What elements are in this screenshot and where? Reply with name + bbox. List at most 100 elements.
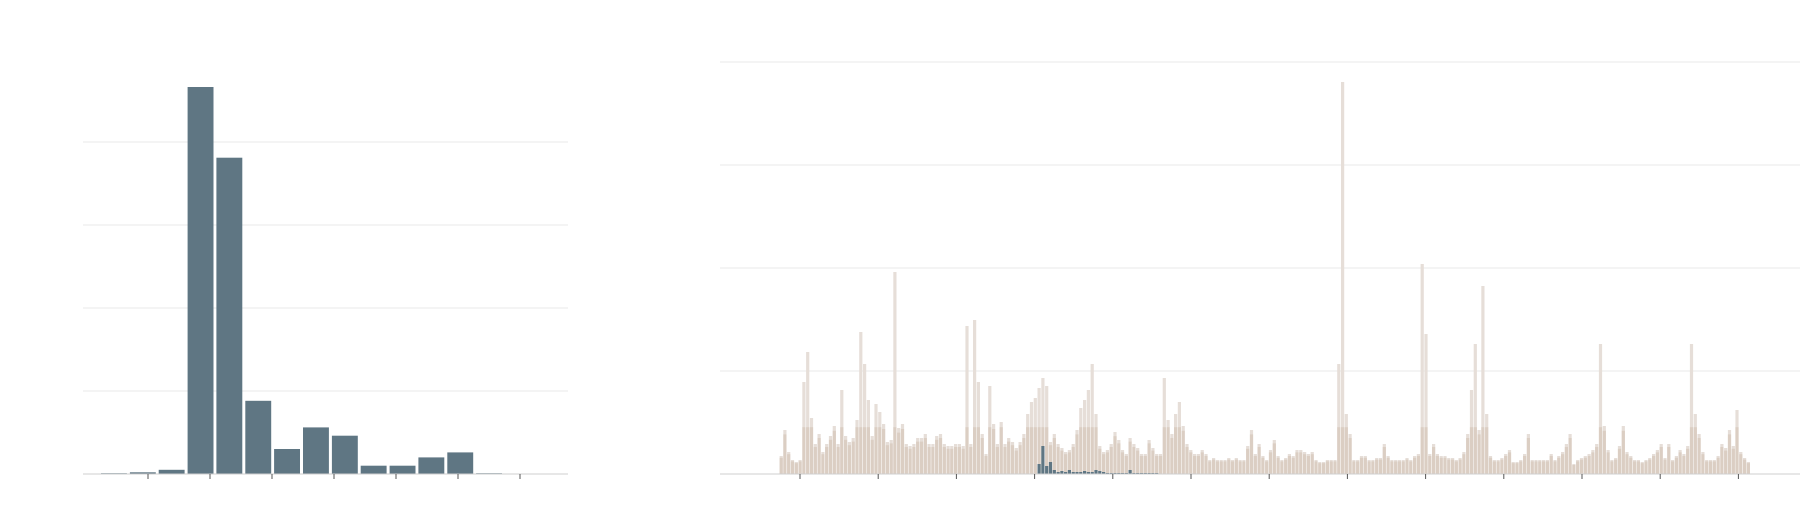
right-bar-mid-245 — [1678, 452, 1682, 474]
right-bar-mid-234 — [1636, 461, 1640, 474]
right-bar-mid-23 — [836, 447, 840, 474]
right-bar-mid-229 — [1617, 448, 1622, 474]
left-bar-9 — [331, 435, 358, 474]
right-bar-mid-162 — [1363, 457, 1367, 474]
right-bar-back-30 — [863, 364, 867, 474]
left-chart-gridlines — [83, 141, 568, 392]
right-bar-mid-13 — [798, 461, 802, 474]
right-bar-mid-33 — [874, 427, 878, 474]
right-bar-mid-243 — [1671, 461, 1675, 474]
right-bar-mid-207 — [1534, 461, 1538, 474]
right-bar-mid-28 — [855, 427, 859, 474]
right-bar-mid-125 — [1223, 461, 1227, 474]
right-bar-mid-43 — [912, 447, 916, 474]
right-bar-mid-87 — [1079, 427, 1083, 474]
right-bar-mid-37 — [889, 443, 893, 474]
right-bar-mid-190 — [1469, 427, 1474, 474]
right-bar-mid-178 — [1424, 427, 1428, 474]
right-bar-mid-100 — [1128, 441, 1132, 474]
right-bar-mid-128 — [1234, 459, 1238, 474]
right-bar-mid-83 — [1064, 454, 1068, 474]
right-bar-mid-31 — [866, 427, 870, 474]
right-bar-mid-224 — [1598, 427, 1603, 474]
left-bar-5 — [216, 157, 243, 474]
right-bar-mid-19 — [821, 454, 825, 474]
right-bar-front-83 — [1064, 472, 1068, 474]
right-bar-mid-212 — [1553, 461, 1557, 474]
right-bar-mid-93 — [1102, 454, 1106, 474]
left-bar-4 — [187, 87, 214, 474]
right-bar-mid-66 — [999, 427, 1003, 474]
right-bar-mid-49 — [935, 439, 939, 474]
right-bar-mid-151 — [1322, 463, 1326, 474]
right-bar-mid-59 — [973, 427, 977, 474]
right-bar-mid-8 — [779, 457, 783, 474]
right-bar-mid-86 — [1075, 434, 1079, 474]
right-bar-mid-248 — [1689, 427, 1694, 474]
right-bar-back-90 — [1090, 364, 1094, 474]
right-bar-mid-208 — [1538, 461, 1542, 474]
right-bar-mid-173 — [1405, 459, 1409, 474]
right-bar-mid-158 — [1348, 438, 1352, 474]
right-bar-mid-69 — [1010, 445, 1015, 474]
right-bar-mid-136 — [1265, 461, 1269, 474]
right-bar-mid-222 — [1591, 452, 1595, 474]
right-bar-mid-231 — [1625, 454, 1629, 474]
right-bar-mid-57 — [965, 427, 969, 474]
right-bar-front-86 — [1075, 472, 1079, 474]
right-bar-mid-56 — [961, 448, 965, 474]
right-bar-mid-167 — [1382, 447, 1386, 474]
right-bar-back-29 — [859, 332, 863, 474]
right-bar-mid-180 — [1432, 447, 1436, 474]
right-bar-mid-131 — [1246, 448, 1250, 474]
right-bar-mid-109 — [1162, 427, 1166, 474]
right-bar-mid-35 — [882, 429, 886, 474]
right-bar-mid-155 — [1337, 427, 1341, 474]
right-bar-mid-149 — [1314, 461, 1318, 474]
right-bar-mid-95 — [1109, 447, 1113, 474]
right-bar-mid-193 — [1481, 427, 1485, 474]
right-bar-mid-105 — [1147, 443, 1151, 474]
right-bar-mid-89 — [1086, 427, 1090, 474]
right-bar-mid-115 — [1185, 447, 1189, 474]
right-bar-mid-41 — [904, 447, 908, 474]
right-bar-mid-9 — [783, 434, 787, 474]
left-bar-6 — [245, 400, 272, 474]
right-bar-mid-211 — [1549, 456, 1553, 474]
right-bar-mid-118 — [1196, 456, 1200, 474]
left-bar-13 — [447, 452, 474, 474]
right-bar-mid-102 — [1136, 450, 1140, 474]
right-bar-mid-133 — [1253, 456, 1257, 474]
right-bar-front-77 — [1041, 446, 1045, 474]
right-bar-mid-123 — [1215, 461, 1219, 474]
right-bar-mid-254 — [1712, 461, 1716, 474]
right-bar-front-93 — [1102, 472, 1106, 474]
right-bar-mid-164 — [1371, 461, 1375, 474]
right-bar-mid-240 — [1659, 447, 1663, 474]
right-bar-mid-184 — [1447, 459, 1451, 474]
right-bar-mid-217 — [1572, 465, 1576, 474]
right-bar-back-155 — [1337, 364, 1341, 474]
right-bar-mid-216 — [1568, 438, 1572, 474]
right-bar-front-80 — [1052, 470, 1056, 474]
right-bar-mid-142 — [1287, 456, 1291, 474]
right-bar-mid-96 — [1113, 436, 1117, 474]
right-bar-mid-90 — [1090, 427, 1094, 474]
right-bar-mid-14 — [802, 427, 806, 474]
right-bar-mid-63 — [988, 427, 992, 474]
right-bar-mid-85 — [1071, 447, 1075, 474]
right-bar-mid-129 — [1238, 461, 1242, 474]
right-bar-front-76 — [1037, 464, 1041, 474]
right-bar-mid-255 — [1716, 457, 1720, 474]
right-bar-mid-60 — [976, 427, 980, 474]
right-bar-mid-228 — [1614, 459, 1618, 474]
right-bar-mid-148 — [1310, 454, 1314, 474]
right-bar-mid-45 — [919, 441, 924, 474]
right-bar-mid-192 — [1477, 434, 1481, 474]
right-bar-mid-198 — [1500, 459, 1504, 474]
left-bar-7 — [274, 449, 300, 474]
right-bar-front-82 — [1060, 471, 1064, 474]
right-bar-mid-154 — [1333, 461, 1337, 474]
right-bar-mid-53 — [950, 448, 954, 474]
